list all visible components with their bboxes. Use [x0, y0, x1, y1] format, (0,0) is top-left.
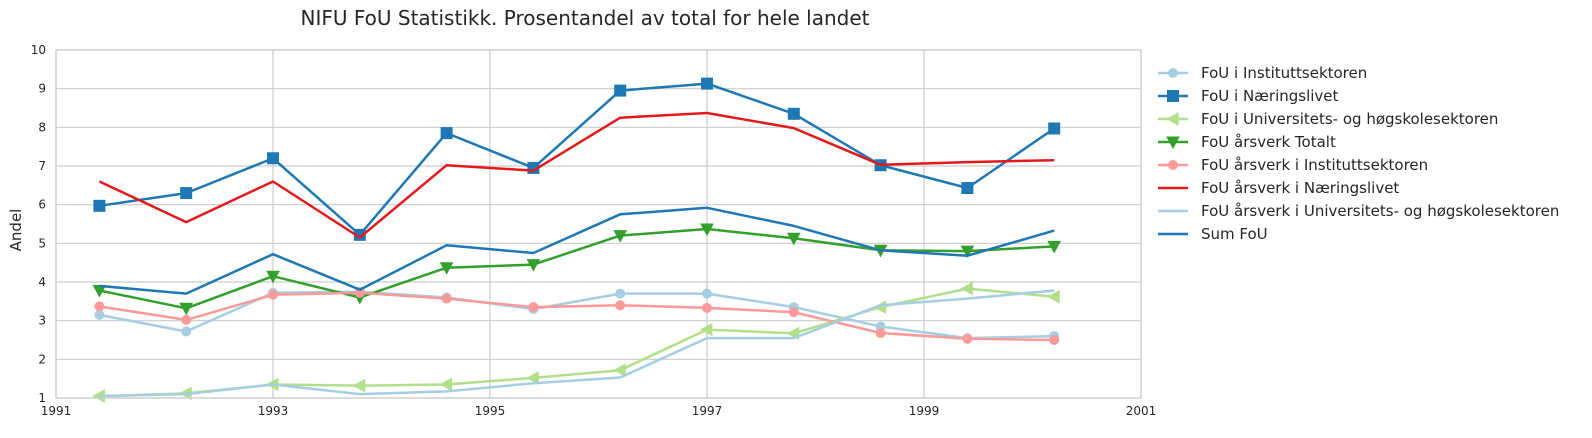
legend-item: FoU i Instituttsektoren — [1158, 64, 1367, 82]
plot-frame — [55, 49, 1142, 399]
series-5 — [94, 287, 1060, 345]
data-point — [441, 293, 452, 304]
data-point — [180, 187, 193, 200]
data-point — [181, 326, 192, 337]
data-point — [1049, 335, 1060, 345]
data-point — [786, 232, 801, 246]
x-tick-label: 1995 — [475, 404, 506, 418]
legend-item: FoU i Universitets- og høgskolesektoren — [1158, 110, 1498, 128]
data-point — [267, 152, 279, 165]
data-point — [526, 259, 541, 272]
data-point — [439, 262, 454, 275]
legend-item: FoU i Næringslivet — [1158, 87, 1339, 105]
legend-label: FoU i Instituttsektoren — [1201, 64, 1367, 82]
y-tick-label: 4 — [38, 275, 46, 289]
data-point — [700, 223, 714, 237]
series-line — [99, 82, 1055, 237]
data-point — [960, 245, 975, 259]
data-point — [962, 333, 973, 344]
legend-marker — [1167, 90, 1179, 102]
series-line — [98, 111, 1055, 239]
x-tick-label: 1993 — [258, 404, 289, 418]
y-tick-label: 5 — [38, 236, 46, 250]
chart-title: NIFU FoU Statistikk. Prosentandel av tot… — [300, 6, 869, 30]
legend-item: FoU årsverk i Universitets- og høgskoles… — [1158, 202, 1559, 220]
data-point — [1047, 289, 1060, 304]
data-point — [1048, 122, 1061, 135]
data-point — [961, 182, 974, 195]
y-axis-label: Andel — [7, 209, 25, 252]
data-point — [699, 322, 713, 337]
series-line — [99, 291, 1055, 342]
series-7 — [99, 289, 1055, 398]
series-2 — [93, 77, 1061, 241]
series-line — [99, 289, 1055, 398]
data-point — [94, 309, 105, 320]
data-point — [179, 302, 194, 316]
y-tick-label: 10 — [31, 43, 46, 57]
axis-ticks: 1991 1993 1995 1997 1999 2001 1 2 3 4 5 6 7 8 9 10 — [31, 43, 1157, 418]
data-point — [613, 230, 628, 243]
y-tick-label: 2 — [38, 352, 46, 366]
data-point — [268, 289, 278, 300]
data-point — [266, 270, 280, 284]
data-point — [526, 371, 539, 385]
legend-label: FoU årsverk i Universitets- og høgskoles… — [1201, 202, 1559, 220]
data-point — [352, 378, 366, 393]
y-tick-label: 3 — [38, 314, 46, 328]
y-tick-label: 7 — [38, 159, 46, 173]
data-point — [440, 127, 453, 140]
legend-marker — [1168, 160, 1178, 170]
legend-label: FoU årsverk i Næringslivet — [1201, 179, 1399, 197]
data-point — [788, 307, 799, 318]
y-tick-label: 8 — [38, 120, 46, 134]
data-point — [528, 302, 539, 313]
data-point — [702, 302, 712, 313]
series-line — [99, 206, 1055, 295]
y-tick-label: 9 — [38, 82, 46, 96]
data-point — [960, 281, 973, 296]
series-layer — [92, 77, 1062, 403]
data-point — [615, 288, 626, 299]
y-tick-label: 1 — [38, 391, 46, 405]
legend-label: FoU årsverk Totalt — [1201, 133, 1336, 151]
series-line — [99, 290, 1055, 340]
data-point — [93, 199, 106, 212]
data-point — [787, 107, 800, 120]
data-point — [439, 377, 453, 392]
data-point — [94, 301, 105, 312]
legend-marker — [1166, 136, 1180, 150]
x-tick-label: 1991 — [41, 404, 72, 418]
series-6 — [98, 111, 1055, 239]
data-point — [1047, 240, 1062, 254]
legend-label: FoU i Universitets- og høgskolesektoren — [1201, 110, 1498, 128]
legend: FoU i Instituttsektoren FoU i Næringslive… — [1158, 64, 1559, 243]
x-tick-label: 2001 — [1126, 404, 1157, 418]
data-point — [613, 363, 626, 378]
legend-item: FoU årsverk Totalt — [1158, 133, 1336, 151]
legend-item: FoU årsverk i Næringslivet — [1158, 179, 1399, 197]
data-point — [92, 285, 107, 298]
data-point — [614, 84, 627, 97]
legend-item: Sum FoU — [1158, 225, 1268, 243]
legend-marker — [1168, 68, 1178, 78]
x-tick-label: 1999 — [909, 404, 940, 418]
data-point — [702, 288, 712, 299]
data-point — [615, 300, 626, 311]
legend-label: Sum FoU — [1201, 225, 1268, 243]
data-point — [875, 328, 886, 339]
legend-label: FoU årsverk i Instituttsektoren — [1201, 156, 1428, 174]
series-8 — [99, 206, 1055, 295]
legend-marker — [1165, 112, 1179, 126]
x-tick-label: 1997 — [692, 404, 723, 418]
data-point — [701, 77, 713, 90]
y-tick-label: 6 — [38, 198, 46, 212]
legend-label: FoU i Næringslivet — [1201, 87, 1339, 105]
data-point — [181, 314, 192, 325]
legend-item: FoU årsverk i Instituttsektoren — [1158, 156, 1428, 174]
